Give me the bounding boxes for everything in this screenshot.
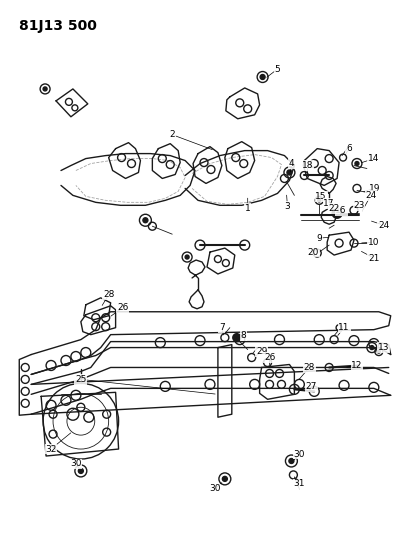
Text: 2: 2: [169, 130, 175, 139]
Text: 5: 5: [274, 64, 281, 74]
Text: 81J13 500: 81J13 500: [19, 19, 97, 33]
Circle shape: [233, 334, 241, 342]
Circle shape: [332, 208, 342, 218]
Text: 30: 30: [70, 459, 82, 469]
Text: 21: 21: [368, 254, 380, 263]
Circle shape: [260, 75, 265, 79]
Circle shape: [318, 199, 321, 202]
Circle shape: [370, 345, 374, 350]
Text: 28: 28: [103, 290, 115, 300]
Circle shape: [185, 255, 189, 259]
Text: 6: 6: [346, 144, 352, 153]
Text: 10: 10: [368, 238, 380, 247]
Text: 25: 25: [75, 375, 87, 384]
Text: 29: 29: [256, 347, 267, 356]
Text: 26: 26: [264, 353, 275, 362]
Text: 16: 16: [335, 206, 347, 215]
Text: 3: 3: [285, 202, 290, 211]
Text: 8: 8: [241, 331, 247, 340]
Text: 11: 11: [338, 323, 350, 332]
Circle shape: [355, 161, 359, 166]
Text: 31: 31: [294, 479, 305, 488]
Circle shape: [222, 477, 227, 481]
Text: 14: 14: [368, 154, 380, 163]
Text: 7: 7: [219, 323, 225, 332]
Text: 1: 1: [245, 204, 251, 213]
Text: 4: 4: [289, 159, 294, 168]
Circle shape: [43, 87, 47, 91]
Text: 24: 24: [365, 191, 377, 200]
Text: 9: 9: [316, 233, 322, 243]
Text: 18: 18: [301, 161, 313, 170]
Circle shape: [378, 350, 380, 353]
Circle shape: [143, 218, 148, 223]
Text: 26: 26: [117, 303, 128, 312]
Text: 13: 13: [378, 343, 389, 352]
Text: 30: 30: [294, 449, 305, 458]
Circle shape: [287, 170, 292, 175]
Circle shape: [79, 469, 83, 473]
Text: 24: 24: [378, 221, 389, 230]
Text: 17: 17: [324, 199, 335, 208]
Text: 20: 20: [308, 247, 319, 256]
Text: 12: 12: [351, 361, 363, 370]
Text: 19: 19: [369, 184, 381, 193]
Text: 28: 28: [303, 363, 315, 372]
Text: 22: 22: [328, 204, 340, 213]
Text: 32: 32: [45, 445, 57, 454]
Text: 15: 15: [315, 192, 327, 201]
Text: 27: 27: [306, 382, 317, 391]
Circle shape: [289, 458, 294, 464]
Text: 30: 30: [209, 484, 221, 494]
Text: 23: 23: [353, 201, 365, 210]
